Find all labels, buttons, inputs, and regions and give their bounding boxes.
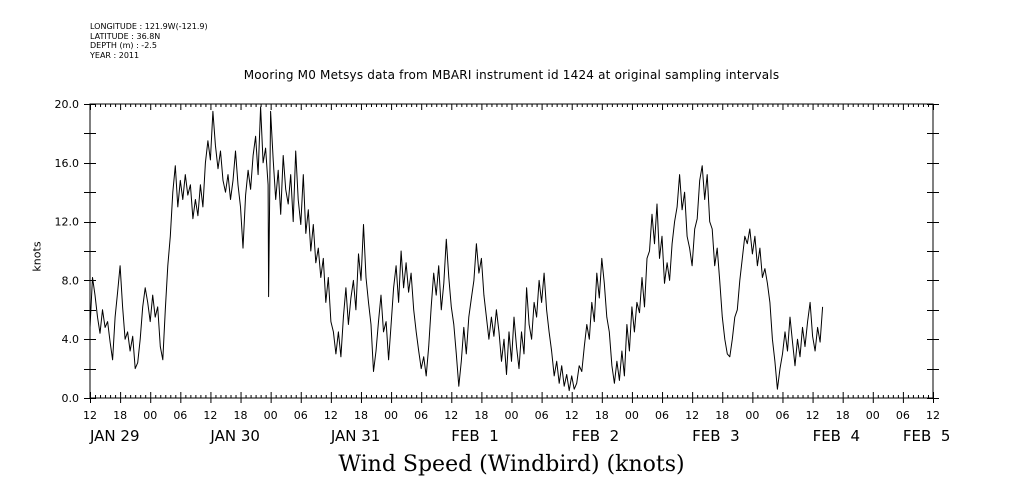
x-day-label: JAN 30: [209, 427, 260, 445]
x-hour-label: 12: [565, 409, 579, 422]
x-hour-label: 06: [294, 409, 308, 422]
meta-latitude: LATITUDE : 36.8N: [90, 31, 161, 41]
y-tick-label: 16.0: [55, 157, 80, 170]
x-hour-label: 06: [414, 409, 428, 422]
meta-depth: DEPTH (m) : -2.5: [90, 41, 157, 50]
chart-header-title: Mooring M0 Metsys data from MBARI instru…: [243, 68, 780, 82]
x-hour-label: 18: [474, 409, 488, 422]
y-tick-label: 12.0: [55, 216, 80, 229]
x-hour-label: 00: [745, 409, 759, 422]
x-hour-label: 00: [505, 409, 519, 422]
x-hour-label: 12: [806, 409, 820, 422]
x-hour-label: 12: [444, 409, 458, 422]
x-hour-label: 00: [866, 409, 880, 422]
x-day-label: FEB 5: [903, 427, 950, 445]
y-tick-label: 20.0: [55, 98, 80, 111]
x-hour-label: 06: [655, 409, 669, 422]
x-hour-label: 00: [625, 409, 639, 422]
x-hour-label: 00: [384, 409, 398, 422]
x-hour-label: 18: [354, 409, 368, 422]
y-tick-label: 0.0: [62, 392, 80, 405]
x-day-label: FEB 4: [813, 427, 860, 445]
x-hour-label: 06: [775, 409, 789, 422]
y-tick-label: 4.0: [62, 333, 80, 346]
x-hour-label: 18: [595, 409, 609, 422]
series-line-wind-speed: [89, 106, 824, 392]
x-hour-label: 06: [896, 409, 910, 422]
meta-longitude: LONGITUDE : 121.9W(-121.9): [90, 22, 208, 31]
y-tick-label: 8.0: [62, 274, 80, 287]
x-hour-label: 12: [203, 409, 217, 422]
x-hour-label: 06: [535, 409, 549, 422]
x-hour-label: 12: [324, 409, 338, 422]
x-hour-label: 18: [234, 409, 248, 422]
x-day-label: FEB 1: [451, 427, 498, 445]
x-hour-label: 18: [836, 409, 850, 422]
x-hour-label: 12: [685, 409, 699, 422]
x-hour-label: 18: [113, 409, 127, 422]
x-day-label: FEB 2: [572, 427, 619, 445]
metadata-block: LONGITUDE : 121.9W(-121.9) LATITUDE : 36…: [90, 22, 208, 60]
x-hour-label: 06: [173, 409, 187, 422]
chart-title: Wind Speed (Windbird) (knots): [338, 452, 685, 477]
x-hour-label: 12: [83, 409, 97, 422]
x-day-label: JAN 29: [89, 427, 140, 445]
x-day-label: FEB 3: [692, 427, 739, 445]
x-day-label: JAN 31: [330, 427, 381, 445]
x-hour-label: 12: [926, 409, 940, 422]
x-hour-label: 00: [264, 409, 278, 422]
meta-year: YEAR : 2011: [90, 50, 140, 60]
x-hour-label: 00: [143, 409, 157, 422]
x-hour-label: 18: [715, 409, 729, 422]
